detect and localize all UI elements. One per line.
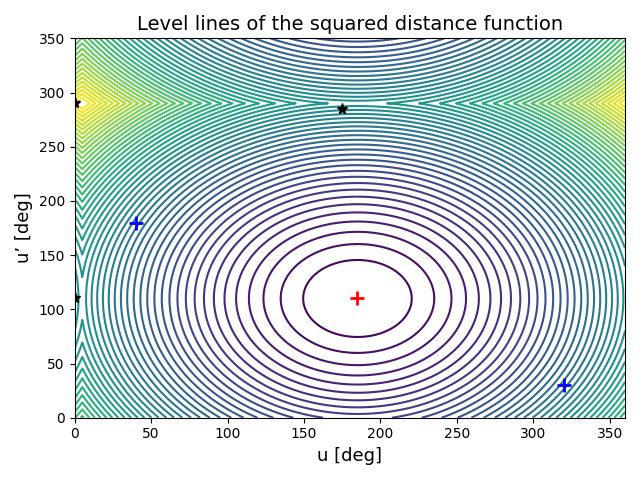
X-axis label: u [deg]: u [deg] <box>317 447 382 465</box>
Y-axis label: u’ [deg]: u’ [deg] <box>15 192 33 264</box>
Title: Level lines of the squared distance function: Level lines of the squared distance func… <box>137 15 563 34</box>
